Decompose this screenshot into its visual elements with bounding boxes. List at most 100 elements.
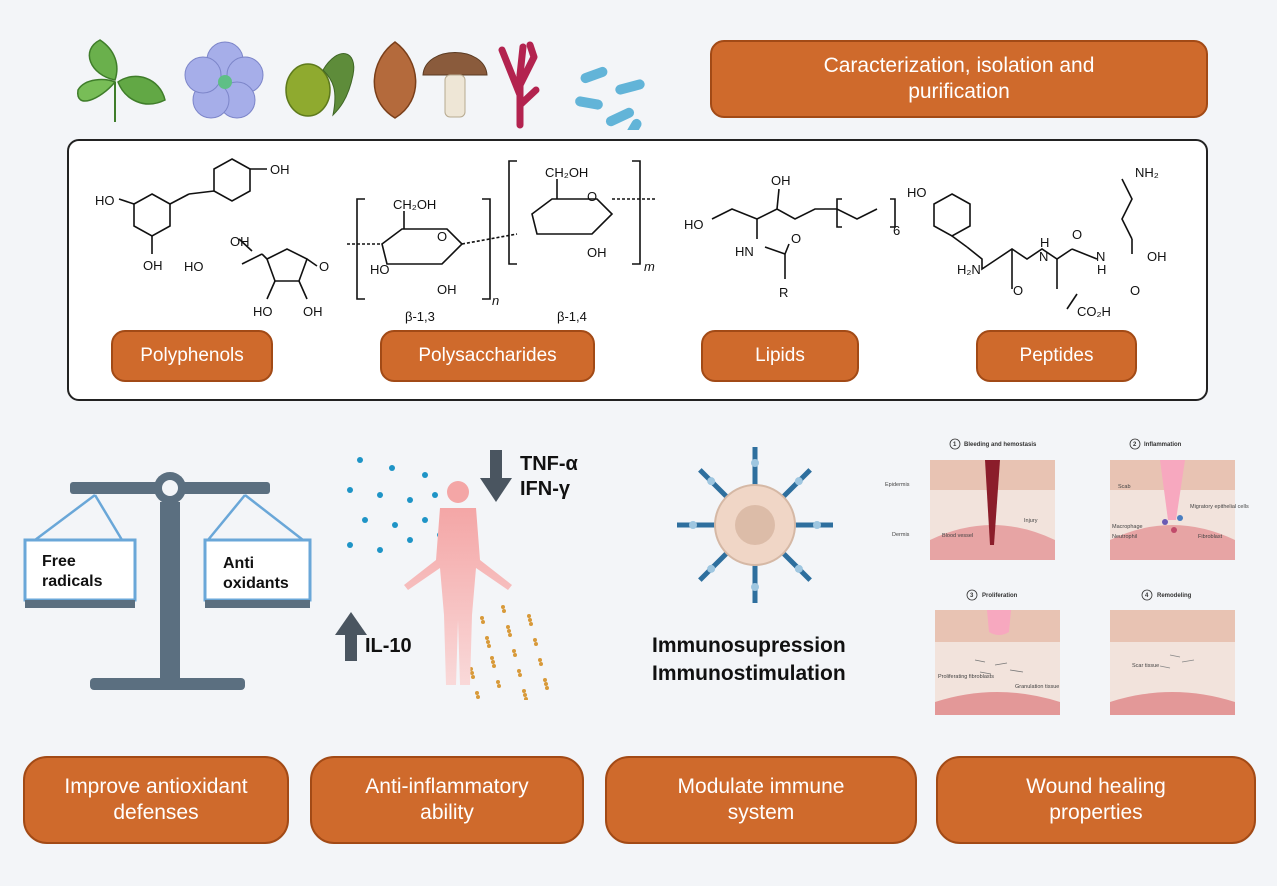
orange-particle — [522, 689, 526, 693]
outcome-anti-inflammatory: Anti-inflammatory ability — [310, 756, 584, 844]
orange-particle — [497, 684, 501, 688]
wound-title-3: Proliferation — [982, 593, 1018, 599]
chemical-structures: OH HO OH OH HO O HO OH CH₂OH CH₂OH O O H… — [95, 158, 1167, 324]
antioxidants-line2: oxidants — [223, 575, 289, 592]
down-arrow-icon — [480, 450, 512, 502]
blue-particle — [432, 492, 438, 498]
outcome-3-line1: Modulate immune — [677, 774, 845, 798]
asc-o-right: O — [319, 259, 329, 274]
orange-particle — [527, 614, 531, 618]
wound-num-2: 2 — [1133, 442, 1137, 448]
orange-particle — [507, 629, 511, 633]
poly-o-2: O — [587, 189, 597, 204]
orange-particle — [517, 669, 521, 673]
mint-leaf-icon — [77, 39, 166, 122]
lipid-o: O — [791, 231, 801, 246]
immune-cell-figure — [677, 447, 833, 603]
orange-particle — [485, 636, 489, 640]
label-migratory: Migratory epithelial cells — [1190, 504, 1249, 510]
olive-icon — [285, 53, 355, 117]
asc-ho-left: HO — [184, 259, 204, 274]
orange-particle — [471, 675, 475, 679]
orange-particle — [538, 658, 542, 662]
blue-particle — [362, 517, 368, 523]
lipids-text: Lipids — [755, 345, 805, 367]
resv-oh-top: OH — [270, 162, 290, 177]
poly-link-1: β-1,3 — [405, 309, 435, 324]
orange-particle — [481, 620, 485, 624]
up-arrow-icon — [335, 612, 367, 661]
pep-h2n: H₂N — [957, 262, 981, 277]
wound-panel-bleeding — [930, 460, 1055, 560]
antibody-band — [794, 477, 803, 486]
outcome-1-line1: Improve antioxidant — [64, 774, 248, 798]
blue-particle — [357, 457, 363, 463]
orange-particle — [524, 697, 528, 700]
orange-particle — [470, 671, 474, 675]
wound-num-4: 4 — [1145, 593, 1149, 599]
wound-title-4: Remodeling — [1157, 593, 1192, 599]
wound-panel-remodeling — [1110, 610, 1235, 715]
label-fibroblast: Fibroblast — [1198, 534, 1223, 540]
orange-particle — [490, 656, 494, 660]
poly-ho: HO — [370, 262, 390, 277]
pep-o2: O — [1072, 227, 1082, 242]
asc-ho-bottom: HO — [253, 304, 273, 319]
pep-o1: O — [1013, 283, 1023, 298]
label-scab: Scab — [1118, 484, 1131, 490]
orange-particle — [543, 678, 547, 682]
blue-particle — [422, 517, 428, 523]
lipid-r: R — [779, 285, 788, 300]
ifn-gamma-label: IFN-γ — [520, 478, 571, 500]
resv-ho-left: HO — [95, 193, 115, 208]
wound-num-1: 1 — [953, 442, 957, 448]
orange-particle — [476, 695, 480, 699]
blue-particle — [347, 542, 353, 548]
wound-title-1: Bleeding and hemostasis — [964, 442, 1037, 448]
polysaccharides-text: Polysaccharides — [418, 345, 557, 367]
seaweed-icon — [498, 41, 540, 129]
lipid-hn: HN — [735, 244, 754, 259]
orange-particle — [487, 644, 491, 648]
pep-ho: HO — [907, 185, 927, 200]
peptide-structure: HO NH₂ H₂N H N H N O O OH O CO₂H — [907, 165, 1167, 319]
antibody-band — [751, 459, 759, 467]
orange-particle — [491, 660, 495, 664]
almond-icon — [373, 41, 417, 119]
label-granulation: Granulation tissue — [1015, 684, 1059, 690]
orange-particle — [533, 638, 537, 642]
polyphenols-text: Polyphenols — [140, 345, 244, 367]
poly-ch2oh-2: CH₂OH — [545, 165, 588, 180]
orange-particle — [539, 662, 543, 666]
characterization-title-box: Caracterization, isolation and purificat… — [710, 40, 1208, 118]
outcome-2-line2: ability — [420, 801, 474, 824]
inflammation-figure: TNF-α IFN-γ IL-10 — [335, 450, 579, 700]
pep-o3: O — [1130, 283, 1140, 298]
bacteria-icon — [575, 66, 645, 130]
polysaccharides-label: Polysaccharides — [380, 330, 595, 382]
human-body-icon — [404, 481, 512, 685]
tnf-alpha-label: TNF-α — [520, 453, 579, 475]
wound-num-3: 3 — [970, 593, 974, 599]
poly-n: n — [492, 293, 499, 308]
mushroom-icon — [422, 52, 488, 118]
lipid-ho: HO — [684, 217, 704, 232]
antibodies — [677, 447, 833, 603]
outcome-antioxidant: Improve antioxidant defenses — [23, 756, 289, 844]
lipid-oh: OH — [771, 173, 791, 188]
natural-sources-icons — [77, 39, 645, 130]
antibody-band — [794, 564, 803, 573]
pep-h1: H — [1040, 235, 1049, 250]
blue-particle — [407, 497, 413, 503]
blue-particle — [407, 537, 413, 543]
blue-particle — [389, 465, 395, 471]
resv-oh-bottom: OH — [143, 258, 163, 273]
antibody-band — [689, 521, 697, 529]
poly-o-1: O — [437, 229, 447, 244]
orange-particle — [480, 616, 484, 620]
poly-m: m — [644, 259, 655, 274]
poly-link-2: β-1,4 — [557, 309, 587, 324]
orange-particle — [545, 686, 549, 690]
outcome-wound-healing: Wound healing properties — [936, 756, 1256, 844]
flower-icon — [184, 41, 264, 119]
